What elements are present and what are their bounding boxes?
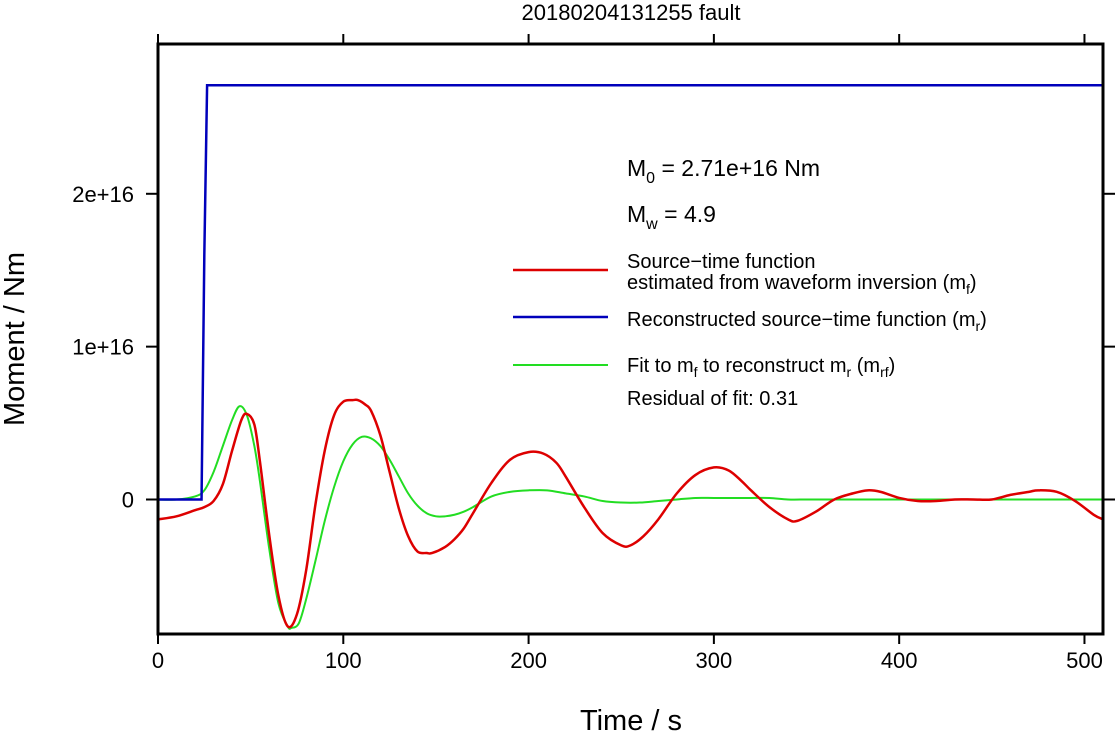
series-line-mrf — [157, 405, 1103, 630]
ticks-layer: 0 100 200 300 400 500 0 1e+16 2e+16 — [72, 34, 1115, 673]
y-tick-label-1: 1e+16 — [72, 335, 134, 360]
plot-frame — [156, 42, 1105, 636]
legend-label-mf-line1: Source−time function — [627, 251, 815, 273]
mw-annotation: Mw = 4.9 — [627, 201, 716, 233]
series-layer — [157, 84, 1104, 630]
residual-annotation: Residual of fit: 0.31 — [627, 388, 798, 410]
y-tick-label-2: 2e+16 — [72, 182, 134, 207]
series-line-mr — [158, 84, 1103, 501]
x-tick-label-500: 500 — [1066, 648, 1103, 673]
legend: Source−time function estimated from wave… — [513, 251, 987, 410]
m0-annotation: M0 = 2.71e+16 Nm — [627, 155, 820, 187]
x-tick-label-0: 0 — [152, 648, 164, 673]
x-tick-label-400: 400 — [881, 648, 918, 673]
x-axis-label: Time / s — [580, 705, 682, 736]
legend-label-mrf: Fit to mf to reconstruct mr (mrf) — [627, 355, 895, 380]
x-tick-label-100: 100 — [325, 648, 362, 673]
series-line-mf — [157, 398, 1104, 629]
x-tick-label-200: 200 — [510, 648, 547, 673]
legend-label-mr: Reconstructed source−time function (mr) — [627, 309, 987, 334]
legend-label-mf-line2: estimated from waveform inversion (mf) — [627, 272, 977, 297]
x-tick-label-300: 300 — [696, 648, 733, 673]
y-axis-label: Moment / Nm — [0, 252, 31, 426]
y-tick-label-0: 0 — [122, 487, 134, 512]
chart-title: 20180204131255 fault — [522, 0, 741, 25]
